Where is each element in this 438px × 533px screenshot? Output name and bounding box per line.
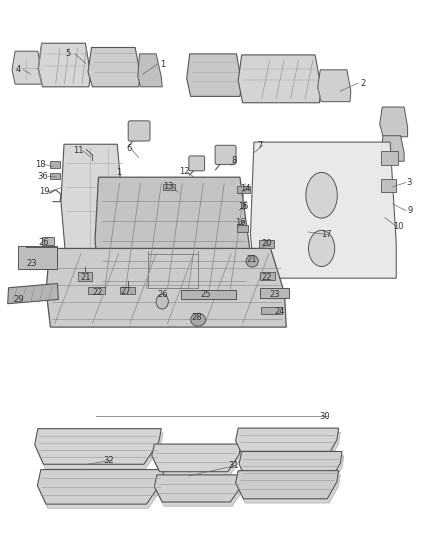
Polygon shape <box>156 479 245 506</box>
Text: 15: 15 <box>238 202 248 211</box>
Text: 12: 12 <box>179 167 189 176</box>
Text: 20: 20 <box>262 239 272 248</box>
Polygon shape <box>39 474 166 508</box>
Polygon shape <box>236 428 339 457</box>
Text: 23: 23 <box>269 290 280 299</box>
Polygon shape <box>37 470 164 504</box>
Polygon shape <box>153 448 243 476</box>
Ellipse shape <box>308 230 335 266</box>
Text: 1: 1 <box>159 60 165 69</box>
Ellipse shape <box>246 255 258 267</box>
Text: 9: 9 <box>408 206 413 215</box>
Polygon shape <box>259 240 274 248</box>
Polygon shape <box>241 456 344 484</box>
Polygon shape <box>237 185 250 193</box>
Polygon shape <box>239 451 342 480</box>
Text: 30: 30 <box>319 412 330 421</box>
Polygon shape <box>8 284 58 304</box>
Polygon shape <box>152 444 241 472</box>
Ellipse shape <box>191 313 205 326</box>
FancyBboxPatch shape <box>189 156 205 171</box>
FancyBboxPatch shape <box>128 121 150 141</box>
Text: 11: 11 <box>73 146 84 155</box>
Text: 3: 3 <box>406 178 412 187</box>
Text: 24: 24 <box>275 306 286 316</box>
Text: 31: 31 <box>228 461 239 470</box>
Polygon shape <box>46 248 286 327</box>
Text: 28: 28 <box>192 313 202 322</box>
Text: 32: 32 <box>104 456 114 464</box>
Text: 6: 6 <box>126 144 131 153</box>
Text: 16: 16 <box>235 218 245 227</box>
Text: 29: 29 <box>14 295 24 304</box>
Text: 22: 22 <box>261 273 272 281</box>
Ellipse shape <box>306 172 337 218</box>
Polygon shape <box>50 173 60 179</box>
Text: 8: 8 <box>232 156 237 165</box>
Text: 4: 4 <box>15 66 21 74</box>
FancyBboxPatch shape <box>215 146 236 165</box>
Polygon shape <box>38 43 91 87</box>
Text: 27: 27 <box>121 287 131 296</box>
Polygon shape <box>318 70 351 102</box>
Text: 5: 5 <box>66 50 71 58</box>
Polygon shape <box>50 161 60 167</box>
Polygon shape <box>381 179 396 192</box>
Polygon shape <box>61 144 125 253</box>
Text: 13: 13 <box>163 182 174 191</box>
Polygon shape <box>260 272 275 280</box>
Text: 22: 22 <box>92 287 103 296</box>
Text: 25: 25 <box>201 290 211 299</box>
Polygon shape <box>163 183 175 190</box>
Polygon shape <box>261 307 282 314</box>
Polygon shape <box>381 136 404 161</box>
Text: 26: 26 <box>38 238 49 247</box>
Polygon shape <box>42 237 54 245</box>
Text: 23: 23 <box>26 260 36 268</box>
Polygon shape <box>251 142 396 278</box>
Text: 18: 18 <box>35 160 45 169</box>
Polygon shape <box>237 475 340 503</box>
Text: 21: 21 <box>81 273 91 281</box>
Polygon shape <box>237 432 340 461</box>
Text: 19: 19 <box>39 187 49 196</box>
Text: 26: 26 <box>158 289 169 298</box>
Polygon shape <box>380 107 408 137</box>
Polygon shape <box>238 55 321 103</box>
Polygon shape <box>35 429 161 464</box>
Polygon shape <box>120 287 135 294</box>
Polygon shape <box>154 475 244 502</box>
Text: 21: 21 <box>247 255 257 263</box>
Polygon shape <box>138 54 162 87</box>
Polygon shape <box>237 225 248 232</box>
Text: 36: 36 <box>38 172 49 181</box>
Polygon shape <box>180 290 237 300</box>
Polygon shape <box>78 272 92 281</box>
Polygon shape <box>95 177 251 293</box>
Polygon shape <box>12 51 41 84</box>
Polygon shape <box>36 433 163 469</box>
Polygon shape <box>187 54 242 96</box>
Circle shape <box>156 294 168 309</box>
Polygon shape <box>18 246 57 269</box>
Polygon shape <box>381 151 398 165</box>
Text: 17: 17 <box>321 230 331 239</box>
Text: 7: 7 <box>258 141 263 150</box>
Polygon shape <box>88 287 106 294</box>
Text: 10: 10 <box>393 222 403 231</box>
Text: 14: 14 <box>240 184 251 193</box>
Text: 1: 1 <box>116 168 121 177</box>
Polygon shape <box>260 288 289 298</box>
Polygon shape <box>236 471 339 499</box>
Text: 2: 2 <box>360 78 366 87</box>
Polygon shape <box>88 47 141 87</box>
